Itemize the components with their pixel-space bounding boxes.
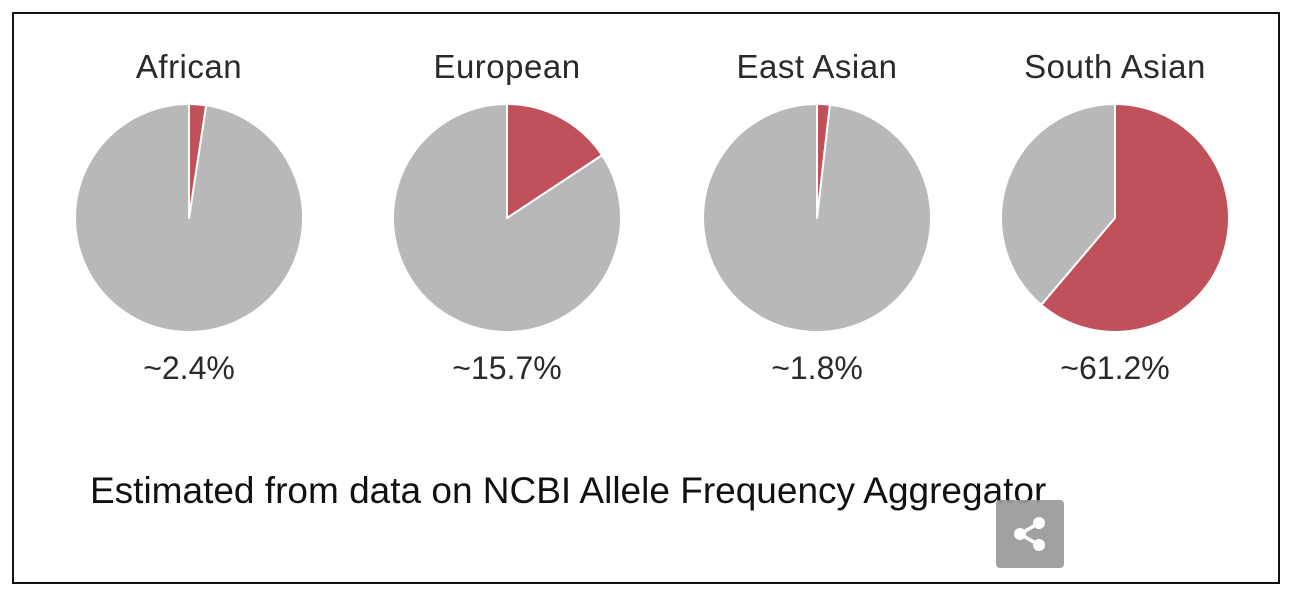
pie-slice-highlight-african <box>188 103 208 219</box>
pie-value-east-asian: ~1.8% <box>771 350 863 386</box>
pie-slice-highlight-east-asian <box>816 103 831 219</box>
pie-title-east-asian: East Asian <box>736 48 898 85</box>
pie-title-european: European <box>433 48 581 85</box>
pie-slice-highlight-european <box>506 103 604 219</box>
share-button[interactable] <box>996 500 1064 568</box>
pie-title-african: African <box>135 48 243 85</box>
pie-value-south-asian: ~61.2% <box>1060 350 1170 386</box>
pie-value-european: ~15.7% <box>452 350 562 386</box>
pie-title-south-asian: South Asian <box>1024 48 1206 85</box>
share-icon <box>1014 517 1045 551</box>
pie-value-african: ~2.4% <box>143 350 235 386</box>
pie-slice-remainder-south-asian <box>1000 103 1116 306</box>
pie-slice-highlight-south-asian <box>1040 103 1230 333</box>
chart-caption: Estimated from data on NCBI Allele Frequ… <box>90 470 1047 511</box>
